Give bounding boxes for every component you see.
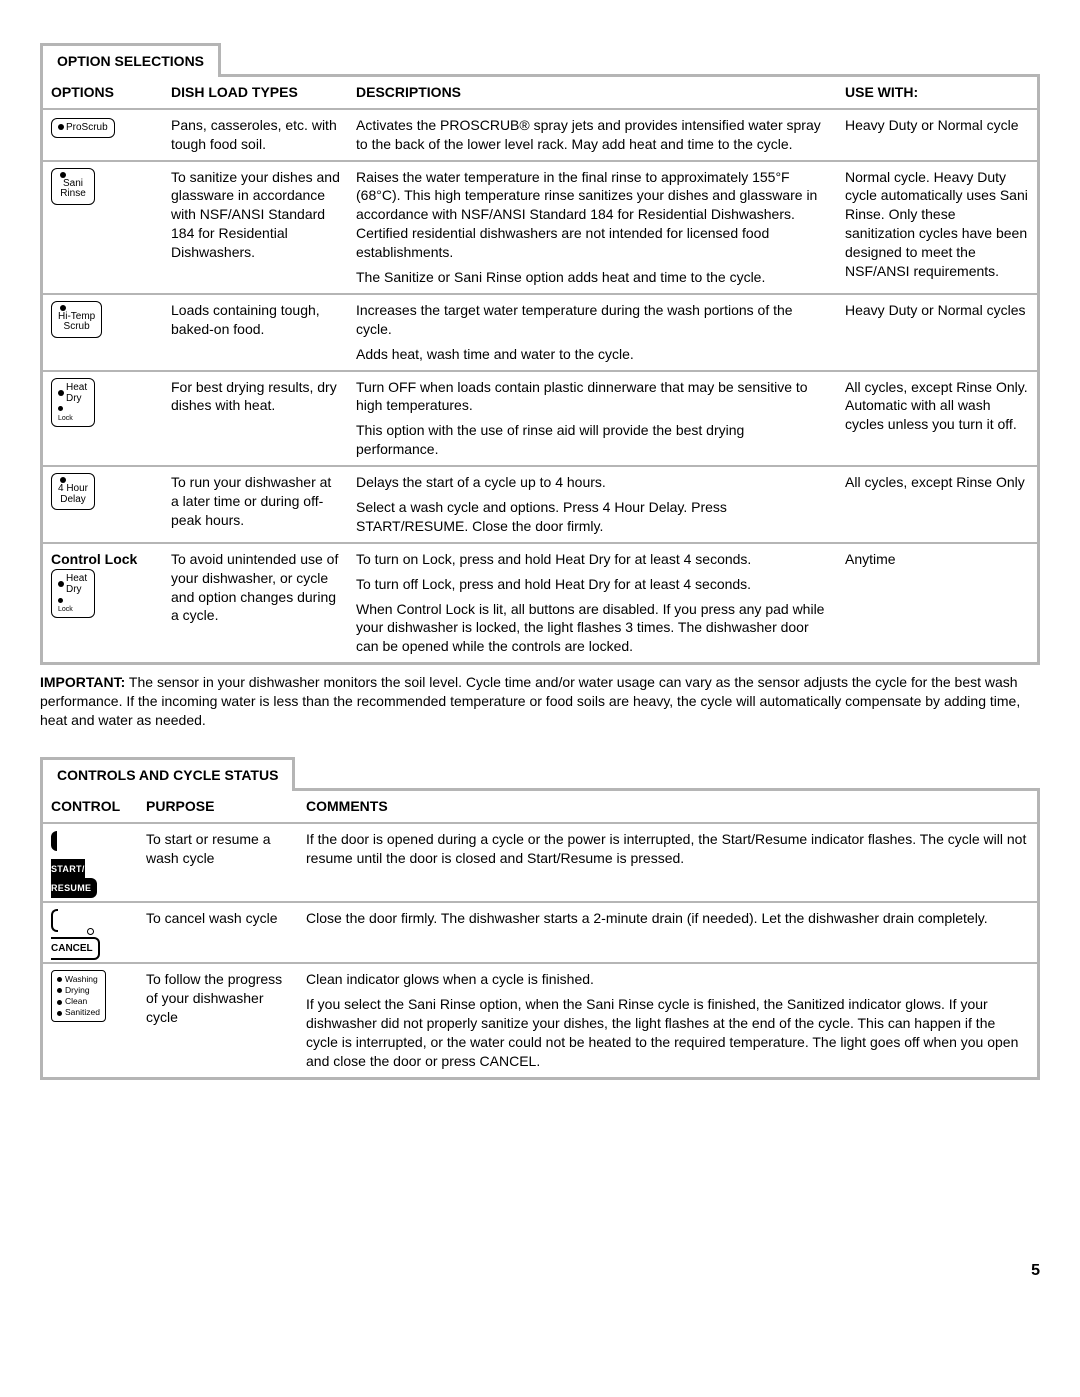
option-row: HeatDryLock For best drying results, dry …	[43, 371, 1037, 467]
controls-status-table: CONTROL PURPOSE COMMENTS START/RESUMETo …	[43, 791, 1037, 1077]
use-with-cell: Heavy Duty or Normal cycles	[837, 294, 1037, 371]
comments-cell: Close the door firmly. The dishwasher st…	[298, 902, 1037, 963]
use-with-cell: Heavy Duty or Normal cycle	[837, 109, 1037, 161]
option-selections-table: OPTIONS DISH LOAD TYPES DESCRIPTIONS USE…	[43, 77, 1037, 662]
option-row: 4 HourDelay To run your dishwasher at a l…	[43, 466, 1037, 543]
important-text: The sensor in your dishwasher monitors t…	[40, 674, 1020, 728]
description-cell: To turn on Lock, press and hold Heat Dry…	[348, 543, 837, 662]
description-cell: Delays the start of a cycle up to 4 hour…	[348, 466, 837, 543]
dish-load-cell: For best drying results, dry dishes with…	[163, 371, 348, 467]
purpose-cell: To cancel wash cycle	[138, 902, 298, 963]
proscrub-button: ProScrub	[51, 118, 115, 138]
header-purpose: PURPOSE	[138, 791, 298, 823]
dish-load-cell: To run your dishwasher at a later time o…	[163, 466, 348, 543]
page-number: 5	[40, 1260, 1040, 1282]
option-row: SaniRinse To sanitize your dishes and gla…	[43, 161, 1037, 294]
cancel-button: CANCEL	[51, 909, 130, 960]
purpose-cell: To start or resume a wash cycle	[138, 823, 298, 903]
comments-cell: If the door is opened during a cycle or …	[298, 823, 1037, 903]
description-cell: Turn OFF when loads contain plastic dinn…	[348, 371, 837, 467]
hitemp-button: Hi-TempScrub	[51, 301, 102, 338]
controls-status-table-wrap: CONTROL PURPOSE COMMENTS START/RESUMETo …	[40, 788, 1040, 1080]
header-dish-load: DISH LOAD TYPES	[163, 77, 348, 109]
header-options: OPTIONS	[43, 77, 163, 109]
ctrllock-button: HeatDryLock	[51, 569, 95, 619]
header-description: DESCRIPTIONS	[348, 77, 837, 109]
important-note: IMPORTANT: The sensor in your dishwasher…	[40, 673, 1040, 730]
status-indicator-panel: WashingDryingCleanSanitized	[51, 970, 106, 1022]
sani-button: SaniRinse	[51, 168, 95, 205]
4hour-button: 4 HourDelay	[51, 473, 95, 510]
header-use-with: USE WITH:	[837, 77, 1037, 109]
start-resume-button: START/RESUME	[51, 831, 130, 898]
dish-load-cell: To sanitize your dishes and glassware in…	[163, 161, 348, 294]
controls-status-section: CONTROLS AND CYCLE STATUS	[40, 754, 1040, 788]
option-selections-tab: OPTION SELECTIONS	[40, 43, 221, 77]
header-comments: COMMENTS	[298, 791, 1037, 823]
description-cell: Activates the PROSCRUB® spray jets and p…	[348, 109, 837, 161]
important-label: IMPORTANT:	[40, 674, 125, 690]
use-with-cell: Anytime	[837, 543, 1037, 662]
use-with-cell: All cycles, except Rinse Only	[837, 466, 1037, 543]
control-row: START/RESUMETo start or resume a wash cy…	[43, 823, 1037, 903]
header-control: CONTROL	[43, 791, 138, 823]
option-row: Hi-TempScrub Loads containing tough, bake…	[43, 294, 1037, 371]
control-row: WashingDryingCleanSanitized To follow the…	[43, 963, 1037, 1076]
description-cell: Raises the water temperature in the fina…	[348, 161, 837, 294]
dish-load-cell: Loads containing tough, baked-on food.	[163, 294, 348, 371]
option-row: ProScrub Pans, casseroles, etc. with toug…	[43, 109, 1037, 161]
control-row: CANCELTo cancel wash cycleClose the door…	[43, 902, 1037, 963]
option-selections-table-wrap: OPTIONS DISH LOAD TYPES DESCRIPTIONS USE…	[40, 74, 1040, 665]
comments-cell: Clean indicator glows when a cycle is fi…	[298, 963, 1037, 1076]
controls-status-tab: CONTROLS AND CYCLE STATUS	[40, 757, 295, 791]
option-selections-section: OPTION SELECTIONS	[40, 40, 1040, 74]
description-cell: Increases the target water temperature d…	[348, 294, 837, 371]
use-with-cell: All cycles, except Rinse Only. Automatic…	[837, 371, 1037, 467]
use-with-cell: Normal cycle. Heavy Duty cycle automatic…	[837, 161, 1037, 294]
purpose-cell: To follow the progress of your dishwashe…	[138, 963, 298, 1076]
control-lock-title: Control Lock	[51, 550, 155, 569]
heatdry-button: HeatDryLock	[51, 378, 95, 428]
dish-load-cell: To avoid unintended use of your dishwash…	[163, 543, 348, 662]
dish-load-cell: Pans, casseroles, etc. with tough food s…	[163, 109, 348, 161]
option-row: Control LockHeatDryLock To avoid unintend…	[43, 543, 1037, 662]
